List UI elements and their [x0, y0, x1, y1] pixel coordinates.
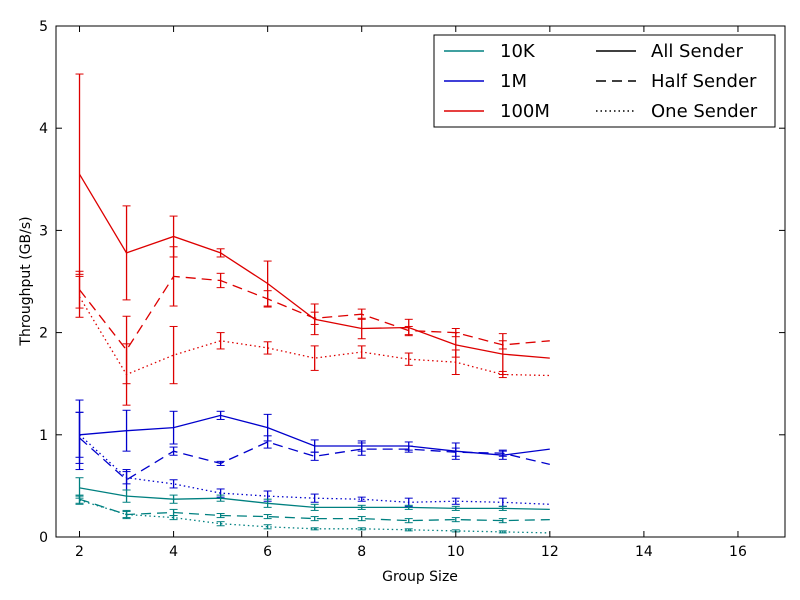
x-tick-label: 2: [75, 544, 84, 560]
y-tick-label: 0: [39, 530, 48, 546]
series-line-10k-half-sender: [79, 498, 550, 522]
y-axis-ticks: 0 1 2 3 4 5: [39, 19, 785, 546]
x-tick-label: 8: [357, 544, 366, 560]
series-line-100m-all-sender: [78, 173, 550, 359]
x-tick-label: 4: [169, 544, 178, 560]
series-line-1m-one-sender: [79, 434, 550, 505]
x-axis-label: Group Size: [382, 569, 458, 585]
y-tick-label: 5: [39, 19, 48, 35]
y-tick-label: 3: [39, 223, 48, 239]
legend: 10K 1M 100M All Sender Half Sender One Sender: [433, 34, 776, 128]
x-tick-label: 14: [635, 544, 653, 560]
series-line-100m-half-sender: [78, 275, 550, 352]
y-tick-label: 1: [39, 428, 48, 444]
legend-label-all-sender: All Sender: [651, 41, 743, 62]
legend-label-one-sender: One Sender: [651, 101, 758, 122]
x-axis-ticks: 2 4 6 8 10 12 14 16: [75, 26, 747, 560]
legend-label-1m: 1M: [500, 71, 527, 92]
legend-label-half-sender: Half Sender: [651, 71, 757, 92]
x-tick-label: 12: [541, 544, 559, 560]
series-line-10k-all-sender: [79, 487, 550, 511]
legend-label-100m: 100M: [500, 101, 550, 122]
x-tick-label: 10: [447, 544, 465, 560]
series-line-1m-half-sender: [79, 437, 550, 481]
x-tick-label: 6: [263, 544, 272, 560]
y-tick-label: 4: [39, 121, 48, 137]
legend-label-10k: 10K: [500, 41, 536, 62]
series-lines: [78, 173, 550, 534]
x-tick-label: 16: [729, 544, 747, 560]
y-axis-label: Throughput (GB/s): [18, 216, 34, 346]
y-tick-label: 2: [39, 326, 48, 342]
